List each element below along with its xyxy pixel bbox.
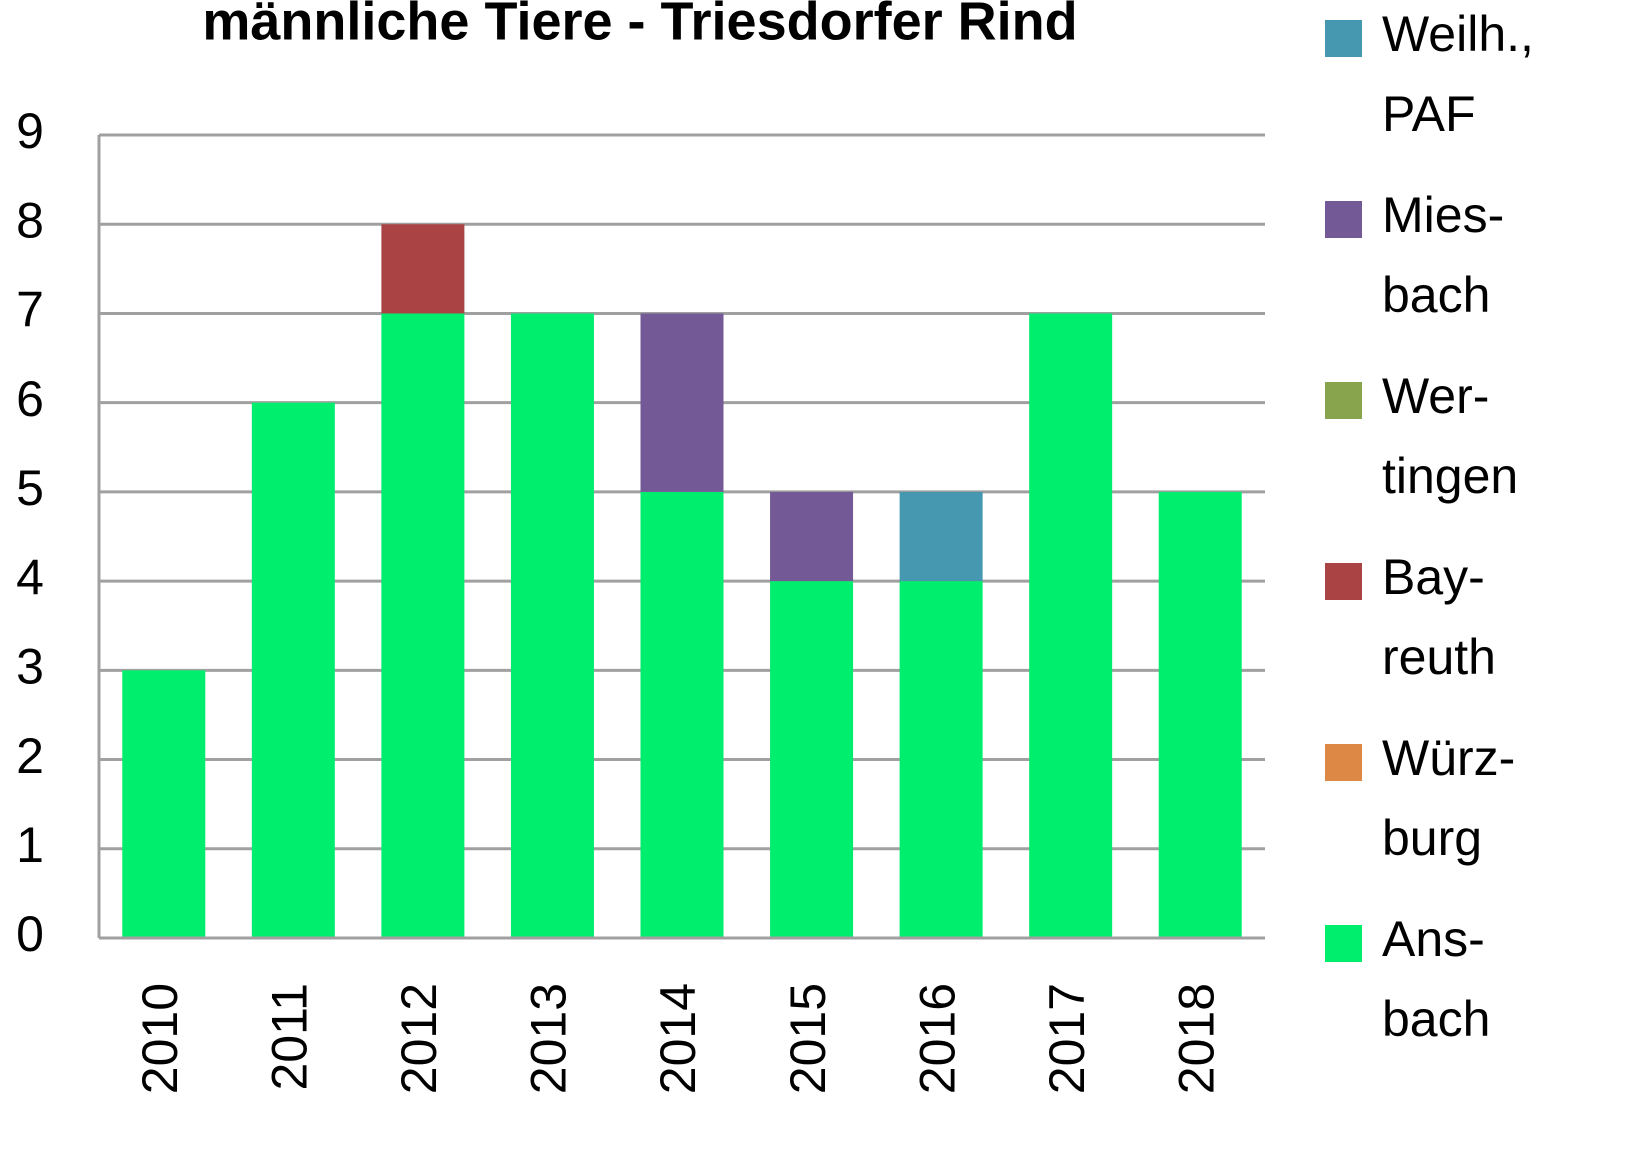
y-tick-label: 8 — [16, 192, 44, 248]
chart-title: männliche Tiere - Triesdorfer Rind — [202, 0, 1077, 51]
y-tick-label: 2 — [16, 728, 44, 784]
bar-segment — [640, 491, 724, 938]
y-tick-label: 1 — [16, 817, 44, 873]
legend-label: Bay-reuth — [1382, 549, 1496, 685]
legend-swatch — [1325, 744, 1362, 781]
bar-segment — [1029, 313, 1113, 938]
y-tick-label: 3 — [16, 639, 44, 695]
legend-swatch — [1325, 201, 1362, 238]
x-tick-label: 2013 — [521, 983, 577, 1094]
y-tick-label: 7 — [16, 282, 44, 338]
bar-segment — [899, 581, 983, 938]
bar-segment — [381, 224, 465, 314]
x-tick-label: 2010 — [132, 983, 188, 1094]
x-tick-label: 2017 — [1039, 983, 1095, 1094]
x-tick-label: 2016 — [909, 983, 965, 1094]
y-tick-label: 0 — [16, 906, 44, 962]
bar-segment — [770, 581, 854, 938]
y-tick-label: 9 — [16, 103, 44, 159]
bar-segment — [510, 313, 594, 938]
x-tick-label: 2018 — [1168, 983, 1224, 1094]
bar-segment — [381, 313, 465, 938]
bar-segment — [640, 313, 724, 492]
legend-label: Wer-tingen — [1382, 368, 1518, 504]
y-tick-label: 5 — [16, 460, 44, 516]
legend-label: Weilh., PAF — [1382, 6, 1534, 142]
legend-swatch — [1325, 20, 1362, 57]
legend-label: Mies-bach — [1382, 187, 1504, 323]
x-tick-label: 2014 — [650, 983, 706, 1094]
x-tick-label: 2012 — [391, 983, 447, 1094]
bar-segment — [251, 402, 335, 939]
bar-segment — [770, 491, 854, 582]
legend-label: Würz-burg — [1382, 730, 1515, 866]
x-tick-label: 2015 — [780, 983, 836, 1094]
legend-swatch — [1325, 382, 1362, 419]
bar-segment — [122, 670, 206, 938]
x-tick-label: 2011 — [262, 983, 318, 1091]
bar-segment — [899, 491, 983, 582]
legend-label: Ans-bach — [1382, 911, 1490, 1047]
legend-swatch — [1325, 563, 1362, 600]
y-tick-label: 4 — [16, 549, 44, 605]
legend-swatch — [1325, 925, 1362, 962]
bar-segment — [1158, 491, 1242, 938]
y-tick-label: 6 — [16, 371, 44, 427]
